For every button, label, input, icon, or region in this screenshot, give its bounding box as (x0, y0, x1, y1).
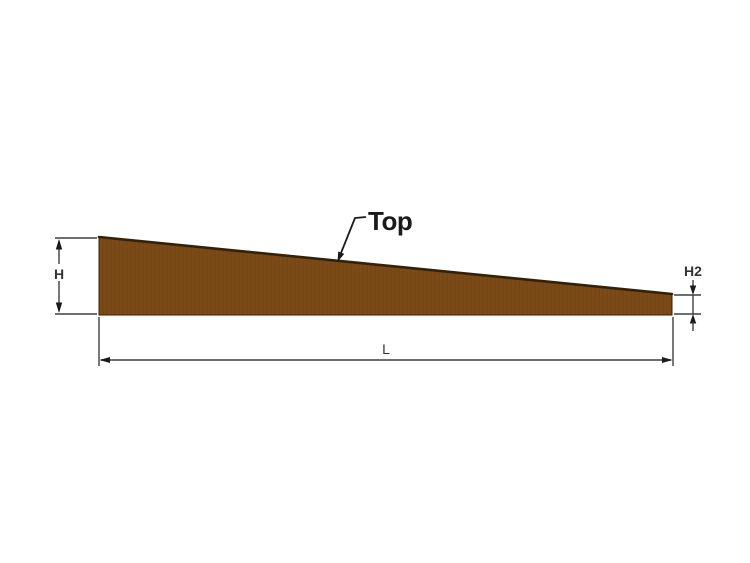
top-label: Top (368, 206, 412, 236)
h-label-backing (50, 264, 68, 281)
wedge (97, 235, 674, 316)
l-arrowhead-right (662, 357, 673, 363)
h2-label: H2 (684, 263, 702, 279)
wedge-shape (98, 236, 673, 316)
l-dimension: L (98, 317, 674, 366)
h-label: H (54, 266, 64, 282)
h-arrowhead-up (55, 239, 63, 250)
top-leader-arrowhead (337, 251, 345, 262)
wedge-top-edge (97, 235, 674, 296)
h2-dimension: H2 (674, 263, 702, 331)
top-callout: Top (337, 206, 413, 262)
h2-arrowhead-up (689, 314, 697, 324)
l-arrowhead-left (99, 357, 110, 363)
top-leader-line (338, 216, 367, 259)
h2-arrowhead-down (689, 285, 697, 295)
l-label: L (382, 341, 390, 357)
h-dimension: H (50, 237, 97, 315)
h-arrowhead-down (55, 302, 63, 313)
